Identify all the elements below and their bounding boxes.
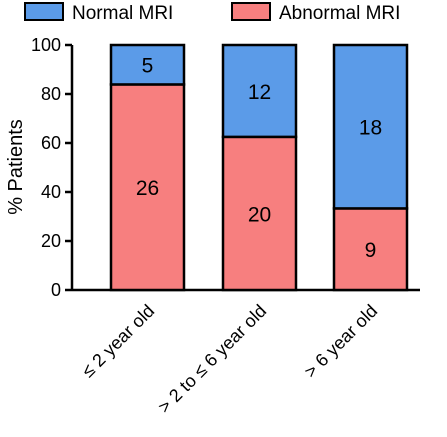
- y-tick-label-80: 80: [41, 84, 61, 104]
- bar-label-1-1: 12: [248, 81, 271, 104]
- bar-label-0-1: 5: [142, 55, 154, 78]
- bar-segment-0-0: [109, 83, 186, 292]
- bar-segment-1-0: [221, 135, 298, 292]
- y-tick-label-20: 20: [41, 231, 61, 251]
- bars: 26 5 20 12 9 18: [109, 43, 409, 292]
- bar-label-2-0: 9: [365, 239, 377, 262]
- bar-segment-0-1: [109, 43, 186, 86]
- legend-swatch-0: [24, 2, 64, 21]
- bar-segment-1-1: [221, 43, 298, 139]
- legend-label-1: Abnormal MRI: [279, 3, 400, 24]
- x-axis-categories: ≤ 2 year old> 2 to ≤ 6 year old > 6 year …: [78, 301, 382, 417]
- y-tick-label-60: 60: [41, 133, 61, 153]
- y-tick-label-100: 100: [31, 35, 61, 55]
- bar-segment-2-1: [332, 43, 409, 210]
- legend: Normal MRI Abnormal MRI: [24, 2, 400, 24]
- y-axis-label: % Patients: [5, 119, 27, 215]
- category-label-1: > 2 to ≤ 6 year old: [154, 301, 270, 417]
- bar-label-1-0: 20: [248, 203, 271, 226]
- legend-swatch-1: [231, 2, 271, 21]
- legend-label-0: Normal MRI: [72, 3, 173, 24]
- y-tick-label-40: 40: [41, 182, 61, 202]
- category-label-0: ≤ 2 year old: [78, 301, 159, 382]
- y-tick-label-0: 0: [51, 280, 61, 300]
- category-label-2: > 6 year old: [300, 301, 381, 382]
- bar-label-0-0: 26: [136, 177, 159, 200]
- bar-label-2-1: 18: [359, 117, 382, 140]
